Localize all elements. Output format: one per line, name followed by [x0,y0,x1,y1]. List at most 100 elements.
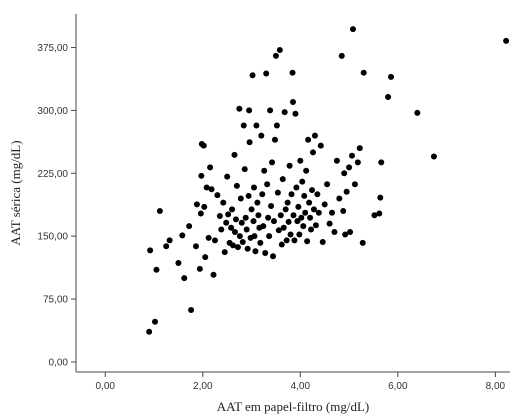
data-point [268,202,275,209]
data-point [259,191,266,198]
data-point [210,271,217,278]
data-point [201,203,208,210]
y-tick-label: 75,00 [43,295,68,306]
data-point [284,199,291,206]
data-point [271,136,278,143]
data-point [151,318,158,325]
data-point [356,145,363,152]
data-point [290,212,297,219]
x-axis-ticks: 0,00 2,00 4,00 6,00 8,00 [96,372,506,392]
data-point [198,172,205,179]
data-point [300,223,307,230]
plot-area: 0,00 75,00 150,00 225,00 300,00 375,00 0,00 2,… [37,14,510,392]
data-point [288,191,295,198]
data-point [218,226,225,233]
data-point [503,37,510,44]
data-point [250,218,257,225]
data-point [254,199,261,206]
data-point [186,223,193,230]
x-tick-label: 0,00 [96,381,116,392]
data-point [221,249,228,256]
data-point [279,176,286,183]
data-point [207,164,214,171]
data-point [251,233,258,240]
data-point [238,219,245,226]
data-point [202,254,209,261]
data-point [299,178,306,185]
y-axis-ticks: 0,00 75,00 150,00 225,00 300,00 375,00 [37,43,76,368]
y-tick-label: 0,00 [49,357,69,368]
data-point [239,239,246,246]
data-point [200,142,207,149]
data-point [214,192,221,199]
data-point [269,159,276,166]
data-point [224,173,231,180]
data-point [377,194,384,201]
data-point [246,139,253,146]
data-point [307,214,314,221]
data-point [225,211,232,218]
data-point [223,219,230,226]
data-point [243,226,250,233]
data-point [302,209,309,216]
data-point [349,26,356,33]
data-point [272,52,279,59]
data-point [340,208,347,215]
data-point [303,167,310,174]
data-point [282,206,289,213]
data-point [297,157,304,164]
data-point [197,210,204,217]
data-point [153,266,160,273]
data-point [229,206,236,213]
data-point [181,275,188,282]
data-point [236,105,243,112]
data-point [376,210,383,217]
data-point [262,249,269,256]
data-point [336,195,343,202]
data-point [147,247,154,254]
data-point [250,184,257,191]
data-point [205,234,212,241]
data-point [236,233,243,240]
data-point [311,132,318,139]
data-point [292,110,299,117]
data-point [273,122,280,129]
data-point [192,243,199,250]
data-point [351,181,358,188]
data-point [276,47,283,54]
data-point [342,231,349,238]
data-point [216,213,223,220]
data-point [249,72,256,79]
data-point [208,186,215,193]
data-point [333,157,340,164]
data-point [179,232,186,239]
data-point [233,182,240,189]
data-point [283,237,290,244]
data-point [266,233,273,240]
data-point [265,214,272,221]
data-point [388,73,395,80]
data-point [264,181,271,188]
data-point [331,228,338,235]
data-point [371,212,378,219]
data-point [258,132,265,139]
data-point [253,122,260,129]
data-point [232,216,239,223]
data-point [252,248,259,255]
data-point [231,228,238,235]
data-point [163,243,170,250]
data-point [285,218,292,225]
data-point [281,109,288,116]
data-point [315,209,322,216]
data-point [203,184,210,191]
data-point [296,231,303,238]
x-axis-title: AAT em papel-filtro (mg/dL) [217,399,369,414]
data-point [314,191,321,198]
data-point [385,94,392,101]
data-point [312,222,319,229]
data-point [241,166,248,173]
data-point [260,223,267,230]
data-point [294,218,301,225]
x-tick-label: 6,00 [388,381,408,392]
data-point [211,237,218,244]
